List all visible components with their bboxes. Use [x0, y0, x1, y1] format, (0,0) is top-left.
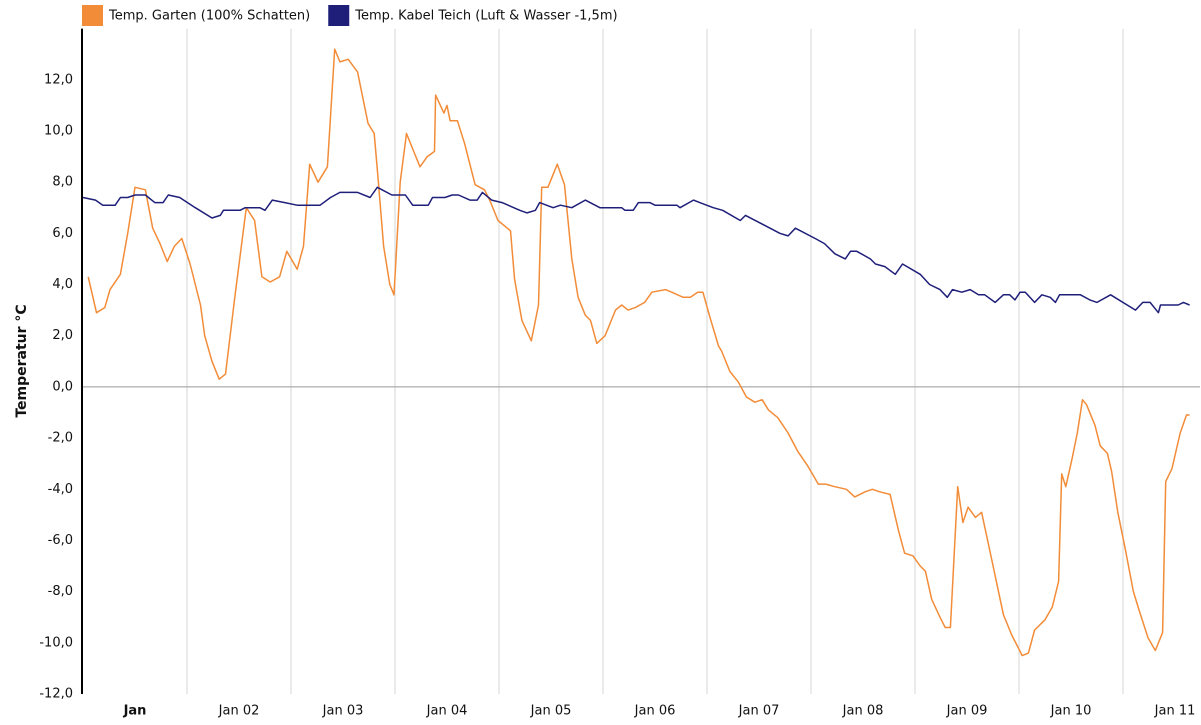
- y-tick-label: -2,0: [48, 431, 73, 446]
- x-tick-label: Jan 03: [322, 704, 364, 719]
- legend-swatch: [328, 5, 350, 26]
- x-tick-label: Jan 04: [426, 704, 468, 719]
- x-tick-label: Jan 05: [530, 704, 572, 719]
- x-tick-label: Jan 09: [946, 704, 988, 719]
- y-axis-title: Temperatur °C: [14, 304, 30, 417]
- y-tick-label: -10,0: [39, 635, 73, 650]
- y-tick-label: 0,0: [52, 379, 73, 394]
- y-tick-label: -6,0: [48, 533, 73, 548]
- y-tick-label: 6,0: [52, 226, 73, 241]
- x-tick-label: Jan 08: [842, 704, 884, 719]
- y-tick-label: -12,0: [39, 687, 73, 702]
- y-tick-label: -8,0: [48, 584, 73, 599]
- y-tick-label: -4,0: [48, 482, 73, 497]
- y-tick-label: 2,0: [52, 328, 73, 343]
- x-tick-label: Jan 11: [1154, 704, 1196, 719]
- x-tick-label: Jan 10: [1050, 704, 1092, 719]
- legend-label: Temp. Kabel Teich (Luft & Wasser -1,5m): [354, 9, 617, 24]
- legend-label: Temp. Garten (100% Schatten): [108, 9, 310, 24]
- series-line: [82, 186, 1190, 314]
- y-tick-label: 4,0: [52, 277, 73, 292]
- legend-swatch: [82, 5, 103, 26]
- x-tick-label: Jan: [123, 704, 147, 719]
- x-tick-label: Jan 06: [634, 704, 676, 719]
- series-line: [87, 48, 1190, 657]
- y-tick-label: 12,0: [44, 72, 73, 87]
- y-tick-label: 10,0: [44, 123, 73, 138]
- x-tick-label: Jan 02: [218, 704, 260, 719]
- y-tick-label: 8,0: [52, 175, 73, 190]
- x-tick-label: Jan 07: [738, 704, 780, 719]
